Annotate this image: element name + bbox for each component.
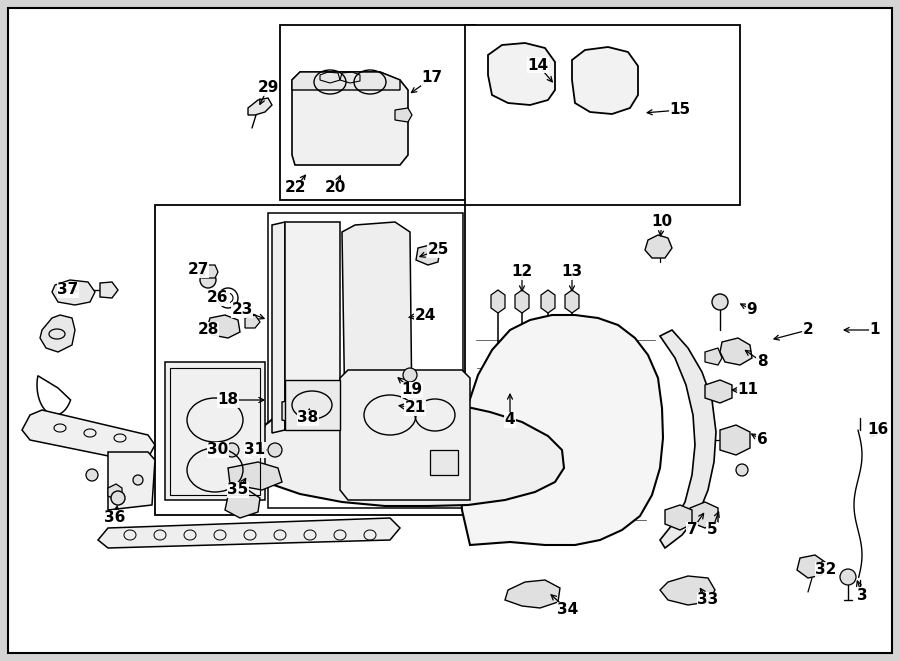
Circle shape — [268, 443, 282, 457]
Circle shape — [712, 294, 728, 310]
Polygon shape — [665, 505, 692, 530]
Polygon shape — [245, 315, 260, 328]
Text: 17: 17 — [421, 71, 443, 85]
Text: 6: 6 — [757, 432, 768, 447]
Text: 27: 27 — [187, 262, 209, 278]
Text: 19: 19 — [401, 383, 423, 397]
Text: 32: 32 — [815, 563, 837, 578]
Polygon shape — [690, 502, 718, 528]
Polygon shape — [98, 518, 400, 548]
Polygon shape — [255, 402, 564, 506]
Circle shape — [403, 368, 417, 382]
Text: 3: 3 — [857, 588, 868, 602]
Circle shape — [840, 569, 856, 585]
Polygon shape — [645, 235, 672, 258]
Polygon shape — [720, 425, 750, 455]
Polygon shape — [199, 265, 218, 278]
Text: 8: 8 — [757, 354, 768, 369]
Text: 20: 20 — [324, 180, 346, 196]
Polygon shape — [491, 290, 505, 313]
Text: 9: 9 — [747, 303, 757, 317]
Text: 31: 31 — [245, 442, 266, 457]
Text: 33: 33 — [698, 592, 718, 607]
Polygon shape — [720, 338, 752, 365]
Bar — [465, 25, 740, 205]
Polygon shape — [108, 452, 155, 510]
Text: 29: 29 — [257, 81, 279, 95]
Polygon shape — [108, 484, 122, 500]
Polygon shape — [430, 450, 458, 475]
Bar — [268, 213, 463, 508]
Polygon shape — [660, 576, 715, 605]
Text: 4: 4 — [505, 412, 516, 428]
Text: 10: 10 — [652, 215, 672, 229]
Polygon shape — [565, 290, 579, 313]
Bar — [155, 205, 465, 515]
Polygon shape — [285, 380, 340, 430]
Polygon shape — [100, 282, 118, 298]
Circle shape — [111, 491, 125, 505]
Circle shape — [248, 443, 262, 457]
Polygon shape — [292, 72, 408, 165]
Text: 24: 24 — [414, 307, 436, 323]
Text: 37: 37 — [58, 282, 78, 297]
Polygon shape — [248, 98, 272, 115]
Text: 14: 14 — [527, 58, 549, 73]
Polygon shape — [515, 290, 529, 313]
Polygon shape — [22, 410, 155, 462]
Text: 38: 38 — [297, 410, 319, 426]
Polygon shape — [272, 222, 285, 433]
Circle shape — [86, 469, 98, 481]
Text: 7: 7 — [687, 522, 698, 537]
Circle shape — [223, 293, 233, 303]
Polygon shape — [292, 72, 400, 90]
Polygon shape — [797, 555, 825, 578]
Text: 21: 21 — [404, 401, 426, 416]
Circle shape — [200, 272, 216, 288]
Polygon shape — [225, 490, 260, 518]
Polygon shape — [40, 315, 75, 352]
Polygon shape — [165, 362, 265, 500]
Text: 34: 34 — [557, 602, 579, 617]
Polygon shape — [395, 108, 412, 122]
Text: 30: 30 — [207, 442, 229, 457]
Text: 12: 12 — [511, 264, 533, 280]
Polygon shape — [416, 245, 440, 265]
Polygon shape — [488, 43, 555, 105]
Circle shape — [225, 443, 239, 457]
Polygon shape — [705, 348, 722, 365]
Polygon shape — [342, 222, 412, 432]
Text: 2: 2 — [803, 323, 814, 338]
Polygon shape — [340, 370, 470, 500]
Circle shape — [736, 464, 748, 476]
Text: 28: 28 — [197, 323, 219, 338]
Circle shape — [133, 475, 143, 485]
Text: 25: 25 — [428, 243, 449, 258]
Text: 15: 15 — [670, 102, 690, 118]
Polygon shape — [282, 398, 318, 425]
Text: 23: 23 — [231, 303, 253, 317]
Bar — [280, 25, 475, 200]
Polygon shape — [572, 47, 638, 114]
Polygon shape — [208, 315, 240, 338]
Text: 16: 16 — [868, 422, 888, 438]
Text: 22: 22 — [284, 180, 306, 196]
Polygon shape — [228, 462, 282, 490]
Polygon shape — [660, 330, 716, 548]
Text: 36: 36 — [104, 510, 126, 525]
Polygon shape — [460, 315, 663, 545]
Text: 11: 11 — [737, 383, 759, 397]
Polygon shape — [52, 280, 95, 305]
Text: 5: 5 — [706, 522, 717, 537]
Text: 35: 35 — [228, 483, 248, 498]
Text: 26: 26 — [207, 290, 229, 305]
Polygon shape — [285, 222, 340, 430]
Text: 18: 18 — [218, 393, 238, 407]
Text: 1: 1 — [869, 323, 880, 338]
Polygon shape — [505, 580, 560, 608]
Text: 13: 13 — [562, 264, 582, 280]
Polygon shape — [541, 290, 555, 313]
Polygon shape — [705, 380, 732, 403]
